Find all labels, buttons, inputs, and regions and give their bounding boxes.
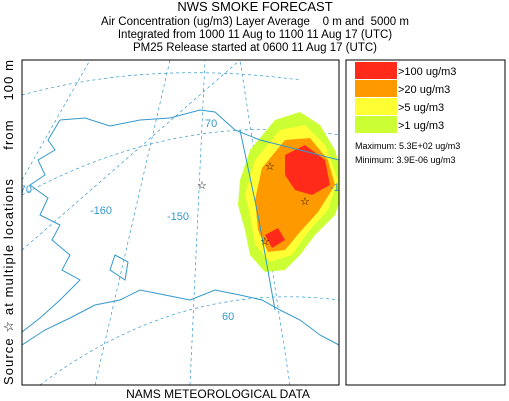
coastline: [22, 119, 81, 333]
legend-swatch: [355, 116, 397, 133]
subtitle: Integrated from 1000 11 Aug to 1100 11 A…: [118, 29, 392, 41]
graticule-label: -170: [10, 184, 32, 196]
graticule-label: -140: [330, 182, 352, 194]
graticule-label: -160: [90, 205, 112, 217]
legend-swatch: [355, 80, 397, 97]
legend-label: >100 ug/m3: [398, 66, 456, 78]
legend: >100 ug/m3 >20 ug/m3 >5 ug/m3 >1 ug/m3: [355, 62, 456, 133]
graticule: [22, 128, 339, 196]
source-star: ☆: [260, 236, 270, 248]
coastline: [109, 254, 129, 281]
graticule-label: 70: [205, 118, 217, 130]
side-label: Source ☆ at multiple locations from 100 …: [1, 60, 16, 385]
source-star: ☆: [265, 161, 275, 173]
border: [239, 129, 276, 311]
legend-frame: [345, 59, 506, 386]
title: NWS SMOKE FORECAST: [177, 0, 332, 14]
map-frame: [21, 59, 340, 386]
legend-label: >20 ug/m3: [398, 84, 450, 96]
graticule: [189, 60, 206, 385]
graticule-label: -150: [167, 211, 189, 223]
legend-label: >1 ug/m3: [398, 120, 444, 132]
maximum: Maximum: 5.3E+02 ug/m3: [355, 141, 460, 151]
coastline: [59, 109, 339, 161]
graticule: [39, 296, 339, 385]
minimum: Minimum: 3.9E-06 ug/m3: [355, 155, 456, 165]
smoke-contour: [285, 145, 330, 195]
source-star: ☆: [300, 196, 310, 208]
subtitle: PM25 Release started at 0600 11 Aug 17 (…: [133, 42, 377, 54]
graticule: [22, 60, 91, 181]
graticule: [94, 60, 171, 385]
map-area: 70 -170 -160 -150 60 -140 ☆ ☆ ☆ ☆: [10, 60, 352, 385]
graticule: [22, 72, 301, 96]
legend-label: >5 ug/m3: [398, 102, 444, 114]
footer: NAMS METEOROLOGICAL DATA: [126, 387, 310, 401]
coastline: [22, 289, 339, 346]
smoke-contour: [265, 228, 285, 248]
legend-swatch: [355, 98, 397, 115]
graticule-label: 60: [222, 311, 234, 323]
source-star: ☆: [197, 180, 207, 192]
legend-swatch: [355, 62, 397, 79]
graticule: [22, 60, 241, 251]
subtitle: Air Concentration (ug/m3) Layer Average …: [101, 16, 409, 28]
